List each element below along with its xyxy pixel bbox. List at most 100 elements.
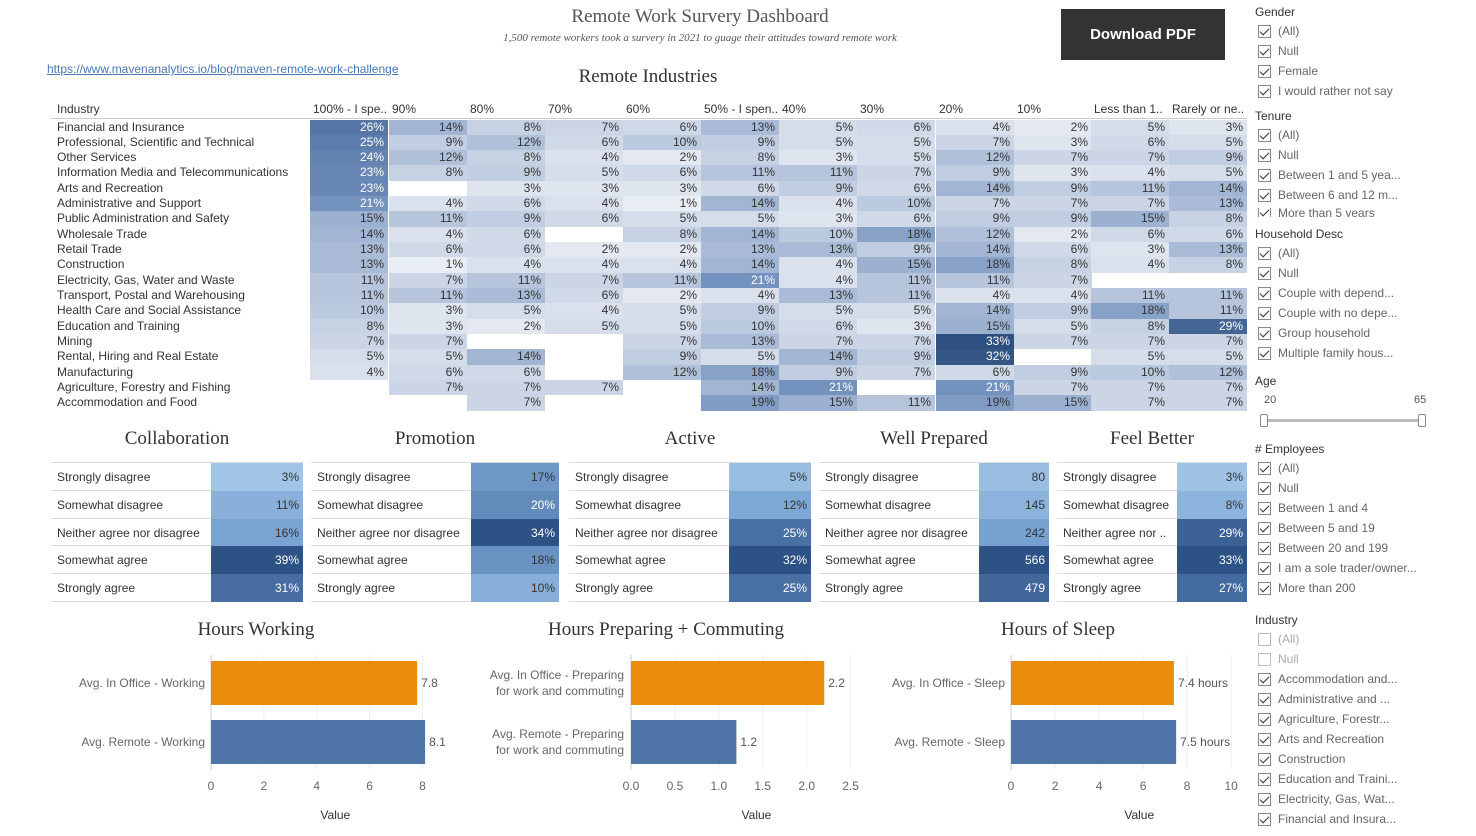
heatmap-cell[interactable]: 6% (1169, 226, 1247, 243)
heatmap-cell[interactable]: 4% (1091, 165, 1169, 181)
heatmap-cell[interactable]: 2% (623, 242, 701, 258)
filter-option[interactable]: Administrative and ... (1258, 692, 1390, 706)
heatmap-cell[interactable]: 12% (936, 150, 1014, 166)
heatmap-cell[interactable]: 14% (701, 226, 779, 243)
checkbox-icon[interactable] (1258, 44, 1271, 58)
heatmap-cell[interactable]: 21% (779, 379, 857, 396)
response-value[interactable]: 80 (979, 463, 1049, 491)
heatmap-cell[interactable]: 7% (389, 272, 467, 288)
filter-option[interactable]: (All) (1258, 128, 1299, 142)
response-value[interactable]: 11% (211, 490, 303, 519)
heatmap-cell[interactable]: 33% (936, 333, 1014, 350)
heatmap-cell[interactable]: 10% (701, 318, 779, 334)
heatmap-cell[interactable]: 9% (936, 211, 1014, 227)
heatmap-cell[interactable]: 7% (310, 333, 388, 350)
heatmap-cell[interactable]: 9% (1169, 150, 1247, 166)
heatmap-cell[interactable]: 6% (467, 364, 545, 380)
checkbox-icon[interactable] (1258, 306, 1271, 320)
download-pdf-button[interactable]: Download PDF (1061, 9, 1225, 60)
heatmap-cell[interactable]: 9% (467, 211, 545, 227)
heatmap-cell[interactable]: 15% (936, 318, 1014, 334)
heatmap-cell[interactable]: 8% (1091, 318, 1169, 334)
filter-option[interactable]: I am a sole trader/owner... (1258, 561, 1417, 575)
heatmap-cell[interactable]: 7% (1091, 150, 1169, 166)
filter-option[interactable]: Agriculture, Forestr... (1258, 712, 1389, 726)
filter-option[interactable]: More than 200 (1258, 581, 1355, 595)
heatmap-cell[interactable]: 12% (1169, 364, 1247, 380)
heatmap-cell[interactable]: 6% (389, 242, 467, 258)
heatmap-cell[interactable]: 7% (1091, 379, 1169, 396)
checkbox-icon[interactable] (1258, 461, 1271, 475)
response-value[interactable]: 145 (979, 490, 1049, 519)
filter-option[interactable]: Between 5 and 19 (1258, 521, 1375, 535)
heatmap-cell[interactable]: 13% (779, 242, 857, 258)
response-value[interactable]: 39% (211, 546, 303, 575)
response-value[interactable]: 17% (471, 463, 559, 491)
checkbox-icon[interactable] (1258, 286, 1271, 300)
heatmap-cell[interactable]: 13% (779, 288, 857, 304)
heatmap-cell[interactable]: 4% (779, 196, 857, 212)
heatmap-cell[interactable]: 2% (623, 150, 701, 166)
heatmap-cell[interactable]: 3% (1014, 134, 1092, 151)
checkbox-icon[interactable] (1258, 188, 1271, 202)
heatmap-cell[interactable]: 4% (467, 257, 545, 273)
heatmap-cell[interactable]: 3% (779, 211, 857, 227)
heatmap-cell[interactable]: 6% (467, 242, 545, 258)
heatmap-cell[interactable]: 8% (701, 150, 779, 166)
checkbox-icon[interactable] (1258, 692, 1271, 706)
heatmap-cell[interactable]: 7% (467, 379, 545, 396)
response-value[interactable]: 12% (729, 490, 811, 519)
heatmap-cell[interactable]: 6% (467, 226, 545, 243)
heatmap-cell[interactable]: 18% (701, 364, 779, 380)
filter-option[interactable]: Couple with depend... (1258, 286, 1394, 300)
heatmap-cell[interactable]: 7% (936, 134, 1014, 151)
checkbox-icon[interactable] (1258, 266, 1271, 280)
bar[interactable] (1011, 720, 1177, 764)
heatmap-cell[interactable]: 18% (857, 226, 935, 243)
response-value[interactable]: 34% (471, 518, 559, 547)
heatmap-cell[interactable]: 6% (936, 364, 1014, 380)
heatmap-cell[interactable]: 9% (1014, 303, 1092, 319)
heatmap-cell[interactable]: 4% (545, 150, 623, 166)
heatmap-cell[interactable]: 7% (1169, 333, 1247, 350)
heatmap-cell[interactable]: 4% (545, 257, 623, 273)
heatmap-cell[interactable]: 7% (1169, 379, 1247, 396)
checkbox-icon[interactable] (1258, 672, 1271, 686)
heatmap-cell[interactable]: 7% (1014, 196, 1092, 212)
response-value[interactable]: 33% (1177, 546, 1247, 575)
heatmap-cell[interactable]: 21% (310, 196, 388, 212)
bar[interactable] (1011, 661, 1174, 705)
response-value[interactable]: 18% (471, 546, 559, 575)
heatmap-cell[interactable]: 3% (1091, 242, 1169, 258)
heatmap-cell[interactable]: 25% (310, 134, 388, 151)
heatmap-cell[interactable]: 4% (936, 288, 1014, 304)
range-handle-min[interactable] (1260, 414, 1268, 427)
checkbox-icon[interactable] (1258, 632, 1271, 646)
heatmap-cell[interactable]: 13% (310, 242, 388, 258)
response-value[interactable]: 31% (211, 574, 303, 602)
heatmap-cell[interactable]: 7% (1014, 272, 1092, 288)
heatmap-cell[interactable]: 15% (1091, 211, 1169, 227)
heatmap-cell[interactable]: 4% (389, 226, 467, 243)
response-value[interactable]: 566 (979, 546, 1049, 575)
heatmap-cell[interactable]: 5% (1091, 349, 1169, 365)
filter-option[interactable]: (All) (1258, 246, 1299, 260)
heatmap-cell[interactable]: 5% (389, 349, 467, 365)
checkbox-icon[interactable] (1258, 541, 1271, 555)
heatmap-cell[interactable]: 11% (389, 211, 467, 227)
heatmap-cell[interactable]: 5% (857, 134, 935, 151)
heatmap-cell[interactable]: 21% (936, 379, 1014, 396)
response-value[interactable]: 242 (979, 518, 1049, 547)
heatmap-cell[interactable]: 6% (1014, 242, 1092, 258)
heatmap-cell[interactable]: 13% (701, 242, 779, 258)
heatmap-cell[interactable]: 6% (1091, 226, 1169, 243)
heatmap-cell[interactable]: 8% (310, 318, 388, 334)
heatmap-cell[interactable]: 6% (545, 288, 623, 304)
heatmap-cell[interactable]: 5% (779, 119, 857, 135)
heatmap-cell[interactable]: 6% (467, 196, 545, 212)
heatmap-cell[interactable]: 10% (1091, 364, 1169, 380)
range-slider-track[interactable] (1262, 419, 1424, 422)
heatmap-cell[interactable]: 32% (936, 349, 1014, 365)
filter-option[interactable]: Multiple family hous... (1258, 346, 1393, 360)
filter-option[interactable]: Electricity, Gas, Wat... (1258, 792, 1395, 806)
